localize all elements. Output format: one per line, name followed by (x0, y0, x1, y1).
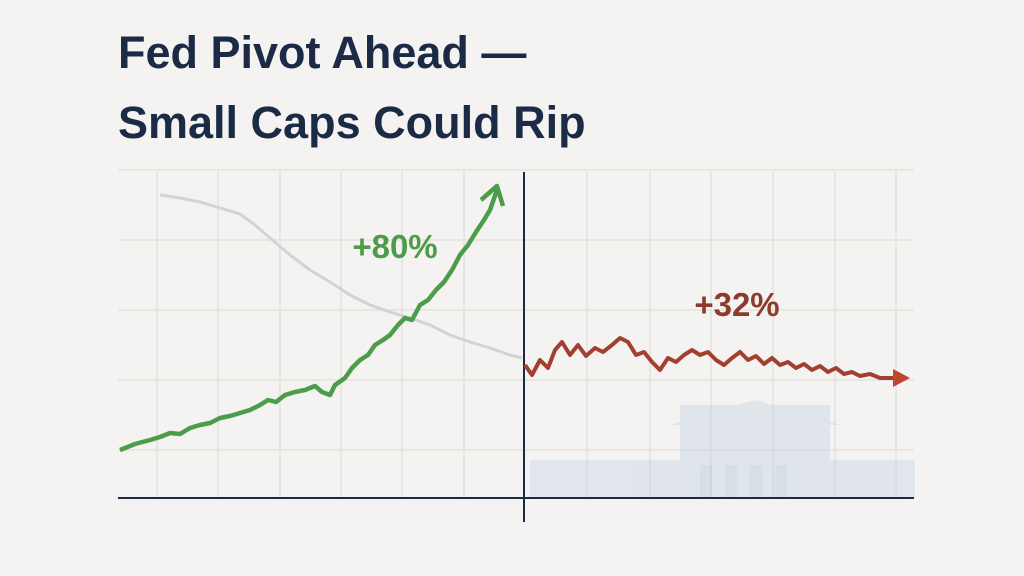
green-arrowhead (479, 183, 506, 207)
title-line: Fed Pivot Ahead — (118, 27, 526, 78)
title-line: Small Caps Could Rip (118, 97, 586, 148)
fed-building (530, 400, 915, 498)
green-line (119, 189, 500, 453)
background-line (159, 193, 523, 360)
grid (118, 169, 914, 498)
change-label: +32% (694, 286, 779, 323)
red-line (523, 336, 903, 380)
change-label: +80% (352, 228, 437, 265)
red-arrowhead (893, 369, 910, 387)
